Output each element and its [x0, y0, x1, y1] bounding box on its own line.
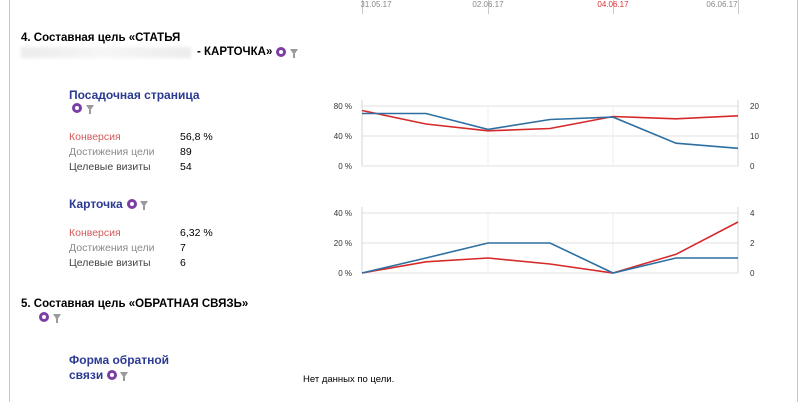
- goal-4-title-line1: 4. Составная цель «СТАТЬЯ: [21, 32, 181, 44]
- metric-achievements-value: 89: [180, 146, 192, 158]
- frame-left-border: [9, 0, 10, 402]
- chart-right-tick-label: 0: [750, 162, 755, 171]
- subgoal-feedback-title-line2[interactable]: связи: [69, 368, 104, 382]
- landing-chart: 80 % 40 % 0 % 20 10 0: [300, 98, 780, 174]
- filter-icon[interactable]: [290, 49, 299, 58]
- target-circle-icon[interactable]: [107, 370, 118, 380]
- target-circle-icon[interactable]: [39, 312, 49, 322]
- metric-visits-value: 54: [180, 161, 192, 173]
- chart-left-tick-label: 40 %: [334, 209, 352, 218]
- goal-5-icons: [39, 312, 61, 323]
- card-chart: 40 % 20 % 0 % 4 2 0: [300, 205, 780, 281]
- chart-left-tick-label: 0 %: [338, 162, 352, 171]
- subgoal-card-title[interactable]: Карточка: [69, 197, 123, 211]
- date-tick: [488, 0, 489, 14]
- goal-4-title-line2: - КАРТОЧКА»: [197, 46, 273, 58]
- date-tick: [738, 0, 739, 14]
- date-label-highlighted: 04.06.17: [597, 0, 629, 9]
- date-label: 31.05.17: [360, 0, 392, 9]
- metric-achievements-label: Достижения цели: [69, 242, 155, 254]
- target-circle-icon[interactable]: [72, 103, 82, 113]
- goal-5-title: 5. Составная цель «ОБРАТНАЯ СВЯЗЬ»: [21, 298, 249, 310]
- filter-icon[interactable]: [120, 372, 129, 381]
- subgoal-landing-title[interactable]: Посадочная страница: [69, 88, 200, 102]
- metric-visits-value: 6: [180, 257, 186, 269]
- goal-4-title: 4. Составная цель «СТАТЬЯ: [21, 31, 180, 45]
- chart-right-tick-label: 4: [750, 209, 755, 218]
- subgoal-feedback-title-line1[interactable]: Форма обратной: [69, 353, 170, 367]
- redacted-text: [21, 46, 191, 58]
- date-label: 02.06.17: [472, 0, 504, 9]
- subgoal-card-title-row: Карточка: [69, 197, 148, 211]
- chart-right-tick-label: 10: [750, 132, 759, 141]
- chart-left-tick-label: 40 %: [334, 132, 352, 141]
- frame-right-border: [797, 0, 798, 402]
- metric-achievements-label: Достижения цели: [69, 146, 155, 158]
- metric-conversion-label: Конверсия: [69, 131, 121, 143]
- subgoal-feedback-title-row: связи: [69, 368, 129, 382]
- no-data-message: Нет данных по цели.: [303, 374, 395, 385]
- chart-left-tick-label: 80 %: [334, 102, 352, 111]
- metric-conversion-label: Конверсия: [69, 227, 121, 239]
- metric-conversion-value: 6,32 %: [180, 227, 213, 239]
- chart-left-tick-label: 20 %: [334, 239, 352, 248]
- conversion-series-line: [361, 221, 739, 274]
- metric-achievements-value: 7: [180, 242, 186, 254]
- date-axis: 31.05.17 02.06.17 04.06.17 06.06.17: [0, 0, 807, 14]
- goal-4-title-second-line: - КАРТОЧКА»: [21, 45, 299, 59]
- metric-conversion-value: 56,8 %: [180, 131, 213, 143]
- date-tick: [362, 0, 363, 14]
- landing-chart-svg: 80 % 40 % 0 % 20 10 0: [334, 100, 759, 171]
- filter-icon[interactable]: [139, 201, 148, 210]
- visits-series-line: [361, 242, 738, 274]
- target-circle-icon[interactable]: [126, 199, 137, 209]
- chart-right-tick-label: 20: [750, 102, 759, 111]
- target-circle-icon[interactable]: [276, 47, 287, 57]
- subgoal-landing-icons: [72, 103, 94, 114]
- date-tick: [613, 0, 614, 14]
- conversion-series-line: [361, 109, 739, 132]
- visits-series-line: [362, 112, 739, 150]
- date-label: 06.06.17: [706, 0, 738, 9]
- card-chart-svg: 40 % 20 % 0 % 4 2 0: [334, 207, 755, 278]
- filter-icon[interactable]: [86, 105, 94, 114]
- chart-right-tick-label: 2: [750, 239, 755, 248]
- metric-visits-label: Целевые визиты: [69, 257, 151, 269]
- chart-left-tick-label: 0 %: [338, 269, 352, 278]
- filter-icon[interactable]: [53, 314, 61, 323]
- metric-visits-label: Целевые визиты: [69, 161, 151, 173]
- chart-right-tick-label: 0: [750, 269, 755, 278]
